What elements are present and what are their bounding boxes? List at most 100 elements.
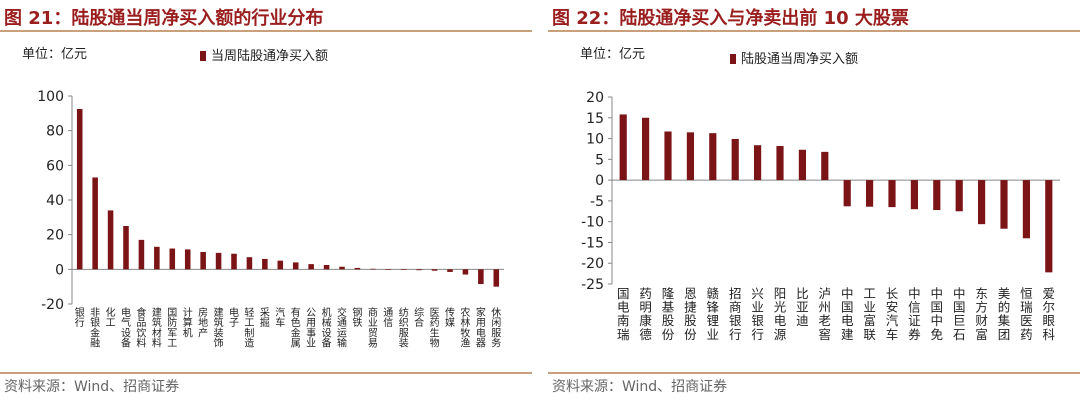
category-label: 建筑材料 [152, 306, 162, 350]
category-label: 医药生物 [430, 307, 440, 350]
bar [76, 109, 83, 270]
unit-label: 单位：亿元 [22, 47, 87, 62]
bar [978, 180, 986, 225]
bar [231, 253, 237, 270]
category-label: 中国电建 [841, 286, 854, 342]
unit-label: 单位：亿元 [580, 47, 645, 62]
left-chart-title: 图 21：陆股通当周净买入额的行业分布 [4, 8, 324, 29]
bar [200, 252, 206, 270]
category-label: 电子 [229, 306, 239, 329]
bar [277, 260, 284, 270]
category-label: 恩捷股份 [684, 286, 697, 342]
category-label: 轻工制造 [244, 306, 254, 350]
bar [308, 264, 314, 270]
category-label: 东方财富 [975, 286, 988, 342]
category-label: 爱尔眼科 [1043, 286, 1056, 342]
bar [754, 145, 762, 181]
bar [107, 210, 114, 270]
bar [169, 248, 176, 270]
category-label: 化工 [106, 306, 116, 329]
bar [184, 249, 191, 270]
bar [447, 269, 453, 272]
category-label: 招商银行 [729, 286, 742, 342]
category-label: 通信 [383, 307, 393, 329]
y-tick-label: -10 [581, 215, 604, 231]
category-label: 中国巨石 [953, 286, 966, 342]
bar [246, 257, 253, 270]
category-label: 美的集团 [998, 286, 1011, 342]
bar [478, 269, 484, 285]
bar [323, 265, 330, 270]
bar [1022, 180, 1030, 239]
y-tick-label: 100 [37, 89, 64, 105]
legend-swatch [730, 54, 736, 64]
bar [933, 180, 941, 211]
category-label: 商业贸易 [368, 306, 378, 350]
y-tick-label: 10 [586, 132, 604, 148]
legend-label: 陆股通当周净买入额 [741, 51, 858, 67]
left-bar-chart: 单位：亿元 当周陆股通净买入额 -20 0 20 40 60 80 100 银行非银金融化工电气设… [22, 47, 504, 350]
bar [910, 180, 918, 210]
y-tick-label: 15 [586, 111, 604, 127]
y-tick-label: -20 [581, 256, 604, 272]
category-label: 采掘 [260, 307, 270, 329]
y-tick-label: 60 [46, 158, 64, 174]
left-chart-panel: 图 21：陆股通当周净买入额的行业分布 单位：亿元 当周陆股通净买入额 -20 0 20… [0, 0, 532, 402]
bar [493, 269, 500, 287]
bar [866, 180, 874, 207]
category-label: 交通运输 [337, 306, 347, 350]
category-label: 泸州老窖 [819, 286, 832, 342]
right-chart-panel: 图 22：陆股通净买入与净卖出前 10 大股票 单位：亿元 陆股通当周净买入额 -2… [548, 0, 1080, 402]
bar [686, 132, 694, 181]
y-tick-label: 20 [46, 228, 64, 244]
legend-swatch [200, 51, 206, 61]
category-label: 长安汽车 [886, 286, 899, 342]
legend-label: 当周陆股通净买入额 [211, 48, 328, 64]
right-chart-title: 图 22：陆股通净买入与净卖出前 10 大股票 [552, 8, 909, 29]
y-tick-label: -15 [581, 235, 604, 251]
category-label: 汽车 [275, 306, 285, 329]
category-label: 休闲服务 [491, 307, 501, 350]
bar [154, 246, 160, 270]
bar [619, 114, 627, 181]
bar [138, 239, 145, 270]
y-tick-label: 20 [586, 90, 604, 106]
bar [262, 258, 268, 270]
category-label: 兴业银行 [751, 286, 764, 342]
bar [1045, 180, 1053, 273]
bar [385, 269, 392, 270]
bar [709, 133, 717, 181]
bar [1000, 180, 1008, 229]
y-tick-label: 0 [55, 262, 64, 278]
category-label: 传媒 [445, 307, 455, 329]
category-label: 银行 [75, 306, 85, 329]
category-label: 比亚迪 [796, 286, 809, 328]
category-label: 药明康德 [639, 286, 652, 342]
bar [292, 262, 299, 270]
category-label: 家用电器 [476, 306, 486, 350]
bar [955, 180, 963, 212]
right-title-rule [548, 30, 1080, 32]
category-label: 国电南瑞 [617, 286, 630, 342]
y-tick-label: 80 [46, 124, 64, 140]
category-label: 有色金属 [291, 306, 301, 350]
category-label: 食品饮料 [136, 306, 146, 350]
category-label: 综合 [414, 306, 424, 329]
bar [888, 180, 896, 208]
bar [731, 138, 739, 181]
category-label: 非银金融 [90, 307, 100, 350]
bar [776, 146, 784, 181]
category-label: 赣锋锂业 [707, 286, 720, 342]
bar [798, 149, 806, 181]
category-label: 恒瑞医药 [1020, 286, 1033, 342]
bar [642, 117, 650, 181]
y-tick-label: 40 [46, 193, 64, 209]
category-label: 隆基股份 [662, 286, 675, 342]
right-bar-chart: 单位：亿元 陆股通当周净买入额 -25 -20 -15 -10 -5 0 5 10 15 20 国电南瑞… [580, 47, 1060, 342]
bar [123, 226, 129, 270]
category-label: 计算机 [183, 306, 193, 339]
bar [400, 269, 407, 270]
bar [416, 269, 422, 271]
y-tick-label: -5 [590, 194, 604, 210]
category-label: 中信证券 [908, 286, 921, 342]
